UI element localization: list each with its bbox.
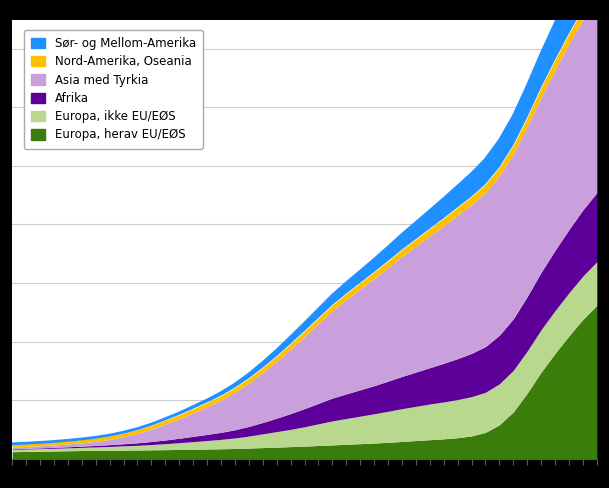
Legend: Sør- og Mellom-Amerika, Nord-Amerika, Oseania, Asia med Tyrkia, Afrika, Europa, : Sør- og Mellom-Amerika, Nord-Amerika, Os… [24, 30, 203, 148]
